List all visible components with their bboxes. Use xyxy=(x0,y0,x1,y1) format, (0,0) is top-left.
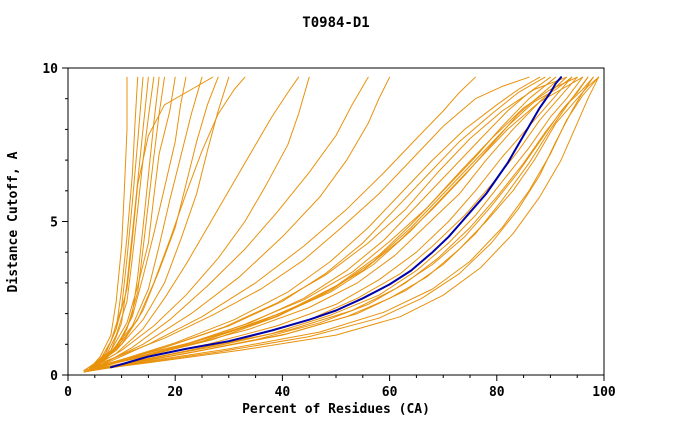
model-curve xyxy=(88,76,541,370)
model-curve xyxy=(83,76,600,373)
x-tick-label: 80 xyxy=(489,385,505,400)
model-curve xyxy=(88,76,230,370)
model-curve xyxy=(83,76,589,373)
model-curve xyxy=(94,76,246,368)
model-curve xyxy=(94,76,219,367)
model-curve xyxy=(88,76,530,368)
model-curve xyxy=(83,76,557,373)
model-curve xyxy=(94,76,310,367)
model-curve xyxy=(88,76,600,371)
x-tick-label: 100 xyxy=(592,385,616,400)
model-curve xyxy=(88,76,160,371)
model-curve xyxy=(88,76,584,370)
model-curve xyxy=(88,76,584,371)
x-tick-label: 0 xyxy=(64,385,72,400)
model-curve xyxy=(99,76,369,367)
model-curve xyxy=(94,76,187,368)
chart-title: T0984-D1 xyxy=(302,15,369,31)
x-tick-label: 20 xyxy=(167,385,183,400)
x-tick-label: 40 xyxy=(275,385,291,400)
y-tick-label: 10 xyxy=(42,62,58,77)
model-curve xyxy=(83,76,578,373)
model-curve xyxy=(94,76,573,368)
model-curve xyxy=(83,76,567,373)
x-tick-label: 60 xyxy=(382,385,398,400)
tick-marks-layer xyxy=(62,67,605,381)
model-curve xyxy=(94,76,149,368)
model-curve xyxy=(88,76,176,370)
y-axis-label: Distance Cutoff, A xyxy=(6,151,21,292)
model-curve xyxy=(88,76,155,370)
tick-labels-layer: 0 20 40 60 80 100 0 5 10 xyxy=(42,62,616,400)
model-curve xyxy=(88,76,299,370)
model-curve xyxy=(88,76,128,370)
model-curves-layer xyxy=(83,76,600,373)
model-curve xyxy=(88,76,203,370)
model-curve xyxy=(94,76,391,368)
y-tick-label: 5 xyxy=(50,216,58,231)
model-curve xyxy=(83,76,578,371)
x-axis-label: Percent of Residues (CA) xyxy=(242,402,430,417)
model-curve xyxy=(88,76,214,370)
model-curve xyxy=(99,76,476,367)
highlighted-model-curve xyxy=(109,76,563,369)
y-tick-label: 0 xyxy=(50,369,58,384)
model-curve xyxy=(94,76,589,370)
